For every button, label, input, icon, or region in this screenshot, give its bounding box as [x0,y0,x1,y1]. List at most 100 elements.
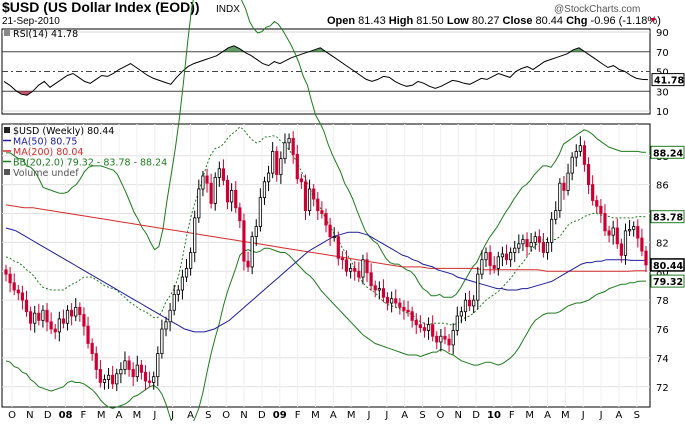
ohlc-label-low: Low [444,15,472,27]
candle-body [106,374,111,380]
candle-body [558,182,562,212]
candle-body [385,296,390,304]
price-tick-label-76: 76 [656,325,669,336]
candle-body [217,168,221,178]
candle-body [262,181,267,199]
candle-body [320,210,324,214]
price-badge-text-bb_upper: 88.24 [653,148,683,159]
candle-body [414,319,418,326]
bollinger-lower-line [5,247,646,426]
x-tick-label-2: D [44,410,52,421]
candle-body [562,182,566,191]
candle-body [632,226,636,230]
ohlc-label-close: Close [499,15,535,27]
price-badge-box-bb_lower [650,274,685,288]
candle-body [160,328,164,354]
x-tick-label-8: J [152,410,156,421]
candle-body [180,276,185,291]
candle-body [53,328,57,333]
x-tick-label-23: S [419,410,425,421]
x-tick-label-19: M [347,410,356,421]
price-grid [2,124,650,407]
bollinger-upper-line [6,0,646,298]
ohlc-label-high: High [386,15,417,27]
ohlc-value-open: 81.43 [358,15,386,27]
candle-body [242,220,246,262]
watermark: @StockCharts.com [554,4,640,15]
candle-body [33,312,37,324]
candle-body [582,145,587,165]
candle-body [545,241,550,253]
candle-body [82,314,86,327]
x-tick-label-27: 10 [487,410,501,421]
candle-body [500,253,505,258]
x-tick-label-29: M [525,410,534,421]
legend-swatch-vol [4,169,10,175]
candle-body [447,338,451,346]
candle-body [168,309,172,323]
candle-body [640,237,644,252]
candle-body [455,315,459,331]
candle-body [193,217,197,253]
rsi-axis-labels: 90 70 50 30 10 [656,28,669,118]
candle-body [279,158,283,175]
candle-body [377,288,381,291]
candle-body [636,226,640,239]
rsi-tick-label-50: 50 [656,68,669,79]
candle-body [291,138,295,155]
candle-body [234,190,238,209]
candle-body [221,168,226,181]
legend-label-ma200: MA(200) 80.04 [13,147,83,158]
x-tick-label-16: F [295,410,301,421]
candle-body [197,188,201,219]
candle-body [29,311,33,324]
x-tick-label-25: N [455,410,462,421]
candle-body [418,324,422,328]
candle-body [541,241,546,253]
price-tick-label-74: 74 [656,354,669,365]
legend-label-price: $USD (Weekly) 80.44 [13,126,114,137]
candle-body [521,239,525,245]
candle-body [373,285,377,291]
x-tick-label-12: O [222,410,230,421]
price-badges: 88.24 83.78 80.44 79.32 [650,145,685,288]
candle-body [599,205,603,214]
ohlc-value-chg: -0.96 (-1.18%) [591,15,661,27]
candle-body [504,253,509,261]
x-tick-label-0: O [8,410,16,421]
candle-body [131,369,135,378]
candle-body [435,335,439,343]
candle-body [12,282,16,291]
candle-body [143,371,148,382]
candle-body [258,197,262,227]
x-tick-label-18: A [330,410,337,421]
candle-body [336,236,340,259]
candle-body [586,164,591,186]
candle-body [41,309,45,321]
candle-body [78,306,82,315]
candle-body [115,373,119,385]
ohlc-value-close: 80.44 [536,15,564,27]
candle-body [16,289,20,294]
candle-body [94,353,98,370]
candle-body [369,272,373,287]
candle-body [152,376,156,383]
chart-date: 21-Sep-2010 [2,16,60,27]
candle-body [349,267,353,272]
rsi-tick-label-70: 70 [656,48,669,59]
x-tick-label-15: 09 [273,410,287,421]
candle-body [303,181,308,212]
x-tick-label-34: A [615,410,622,421]
candle-body [451,330,455,346]
candle-body [607,230,611,236]
candle-body [488,252,492,266]
candle-body [566,172,570,191]
candle-body [472,299,476,307]
legend-label-vol: Volume undef [13,168,79,179]
x-tick-label-22: A [401,410,408,421]
candle-body [312,188,316,200]
price-tick-label-80: 80 [656,267,669,278]
candles [4,131,648,392]
